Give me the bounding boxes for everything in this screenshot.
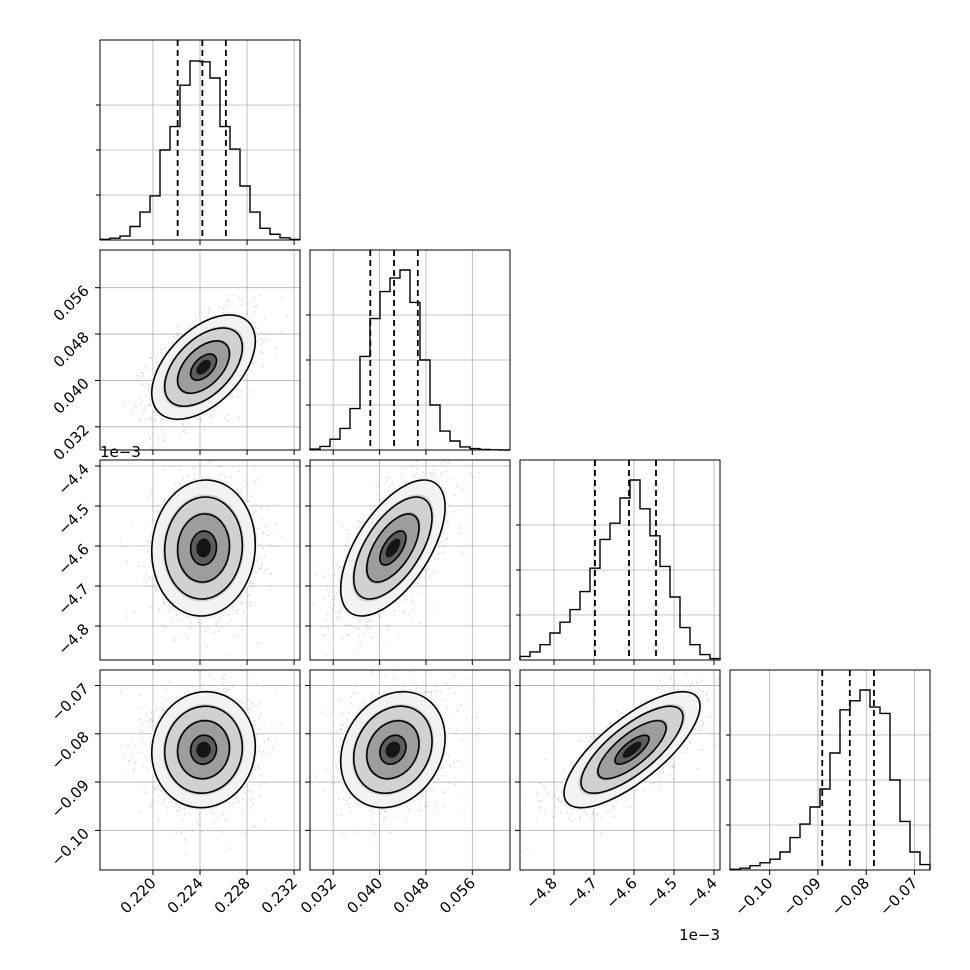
x-tick-label: −0.10 <box>731 874 776 919</box>
contour-line <box>150 479 257 617</box>
panel-content <box>120 672 282 855</box>
y-offset-text: 1e−3 <box>100 443 141 461</box>
x-tick-label: −4.5 <box>642 874 680 912</box>
panel-frame <box>309 459 511 661</box>
density-panel-3-1 <box>305 669 511 875</box>
histogram-step <box>99 60 301 241</box>
contour-line <box>339 690 446 809</box>
contour-line <box>163 705 244 794</box>
contour-line <box>163 327 244 408</box>
y-tick-label: 0.048 <box>50 328 93 371</box>
density-core <box>385 741 401 758</box>
x-tick-label: −0.07 <box>876 874 921 919</box>
contour-line <box>379 530 407 566</box>
contour-line <box>176 719 231 780</box>
contour-group <box>149 476 258 620</box>
y-tick-label: −4.8 <box>54 620 92 658</box>
panel-content <box>120 460 299 654</box>
histogram-step <box>729 689 931 870</box>
x-tick-label: −4.6 <box>602 874 640 912</box>
panel-frame <box>519 669 721 871</box>
x-tick-label: 0.232 <box>258 874 301 917</box>
contour-line <box>189 353 218 381</box>
x-tick-label: 0.048 <box>390 874 433 917</box>
panel-content <box>315 670 481 844</box>
y-tick-label: 0.032 <box>50 421 93 464</box>
histogram-step <box>309 269 510 451</box>
density-core <box>385 538 401 558</box>
y-tick-label: −0.10 <box>48 824 93 869</box>
density-panel-3-0 <box>95 669 301 875</box>
contour-line <box>366 719 420 780</box>
y-tick-label: −0.08 <box>48 728 93 773</box>
contour-line <box>614 734 650 766</box>
density-core <box>196 538 211 558</box>
contour-line <box>563 690 701 809</box>
contour-line <box>366 513 420 583</box>
contour-line <box>352 705 433 794</box>
contour-line <box>176 340 231 394</box>
contour-group <box>338 688 448 811</box>
contour-line <box>163 496 244 600</box>
x-tick-label: 0.056 <box>436 874 479 917</box>
contour-line <box>339 479 446 617</box>
y-tick-label: −4.6 <box>54 540 92 578</box>
density-panel-2-1 <box>305 459 511 665</box>
density-panel-2-0 <box>95 459 301 665</box>
hist-panel-3 <box>726 669 931 875</box>
y-tick-label: −4.7 <box>54 580 92 618</box>
x-tick-label: −4.7 <box>562 874 600 912</box>
y-tick-label: 0.056 <box>50 282 93 325</box>
panel-frame <box>519 459 721 661</box>
contour-group <box>149 688 258 811</box>
x-tick-label: 0.220 <box>117 874 160 917</box>
x-tick-label: −0.09 <box>780 874 825 919</box>
contour-line <box>150 690 257 809</box>
x-tick-label: 0.228 <box>211 874 254 917</box>
density-panel-3-2 <box>515 669 721 875</box>
contour-line <box>150 314 257 421</box>
y-tick-label: −4.4 <box>54 460 92 498</box>
x-tick-label: 0.040 <box>343 874 386 917</box>
panel-frame <box>729 669 931 871</box>
x-tick-label: −4.4 <box>682 874 720 912</box>
contour-line <box>597 719 667 780</box>
contour-group <box>560 688 704 811</box>
y-tick-label: −0.09 <box>48 776 93 821</box>
panel-frame <box>309 249 511 451</box>
y-tick-label: 0.040 <box>50 375 93 418</box>
contour-line <box>189 734 218 766</box>
panel-frame <box>309 669 511 871</box>
x-tick-label: 0.032 <box>297 874 340 917</box>
hist-panel-2 <box>516 459 721 665</box>
x-tick-label: −0.08 <box>828 874 873 919</box>
x-offset-text: 1e−3 <box>679 926 720 944</box>
y-tick-label: −0.07 <box>48 680 93 725</box>
contour-line <box>379 734 407 766</box>
histogram-step <box>519 479 721 660</box>
density-core <box>196 359 211 375</box>
density-core <box>622 741 642 758</box>
x-tick-label: −4.8 <box>522 874 560 912</box>
contour-group <box>338 476 448 620</box>
contour-line <box>580 705 684 794</box>
y-tick-label: −4.5 <box>54 500 92 538</box>
contour-line <box>352 496 433 600</box>
panels-layer <box>95 39 931 875</box>
hist-panel-0 <box>96 39 301 245</box>
density-core <box>196 741 211 758</box>
x-tick-label: 0.224 <box>164 874 207 917</box>
contour-line <box>176 513 231 583</box>
panel-content <box>522 670 720 852</box>
hist-panel-1 <box>306 249 511 455</box>
density-panel-1-0 <box>95 249 301 455</box>
panel-content <box>100 268 288 449</box>
contour-group <box>149 312 258 422</box>
contour-line <box>189 530 218 566</box>
panel-content <box>312 460 480 657</box>
